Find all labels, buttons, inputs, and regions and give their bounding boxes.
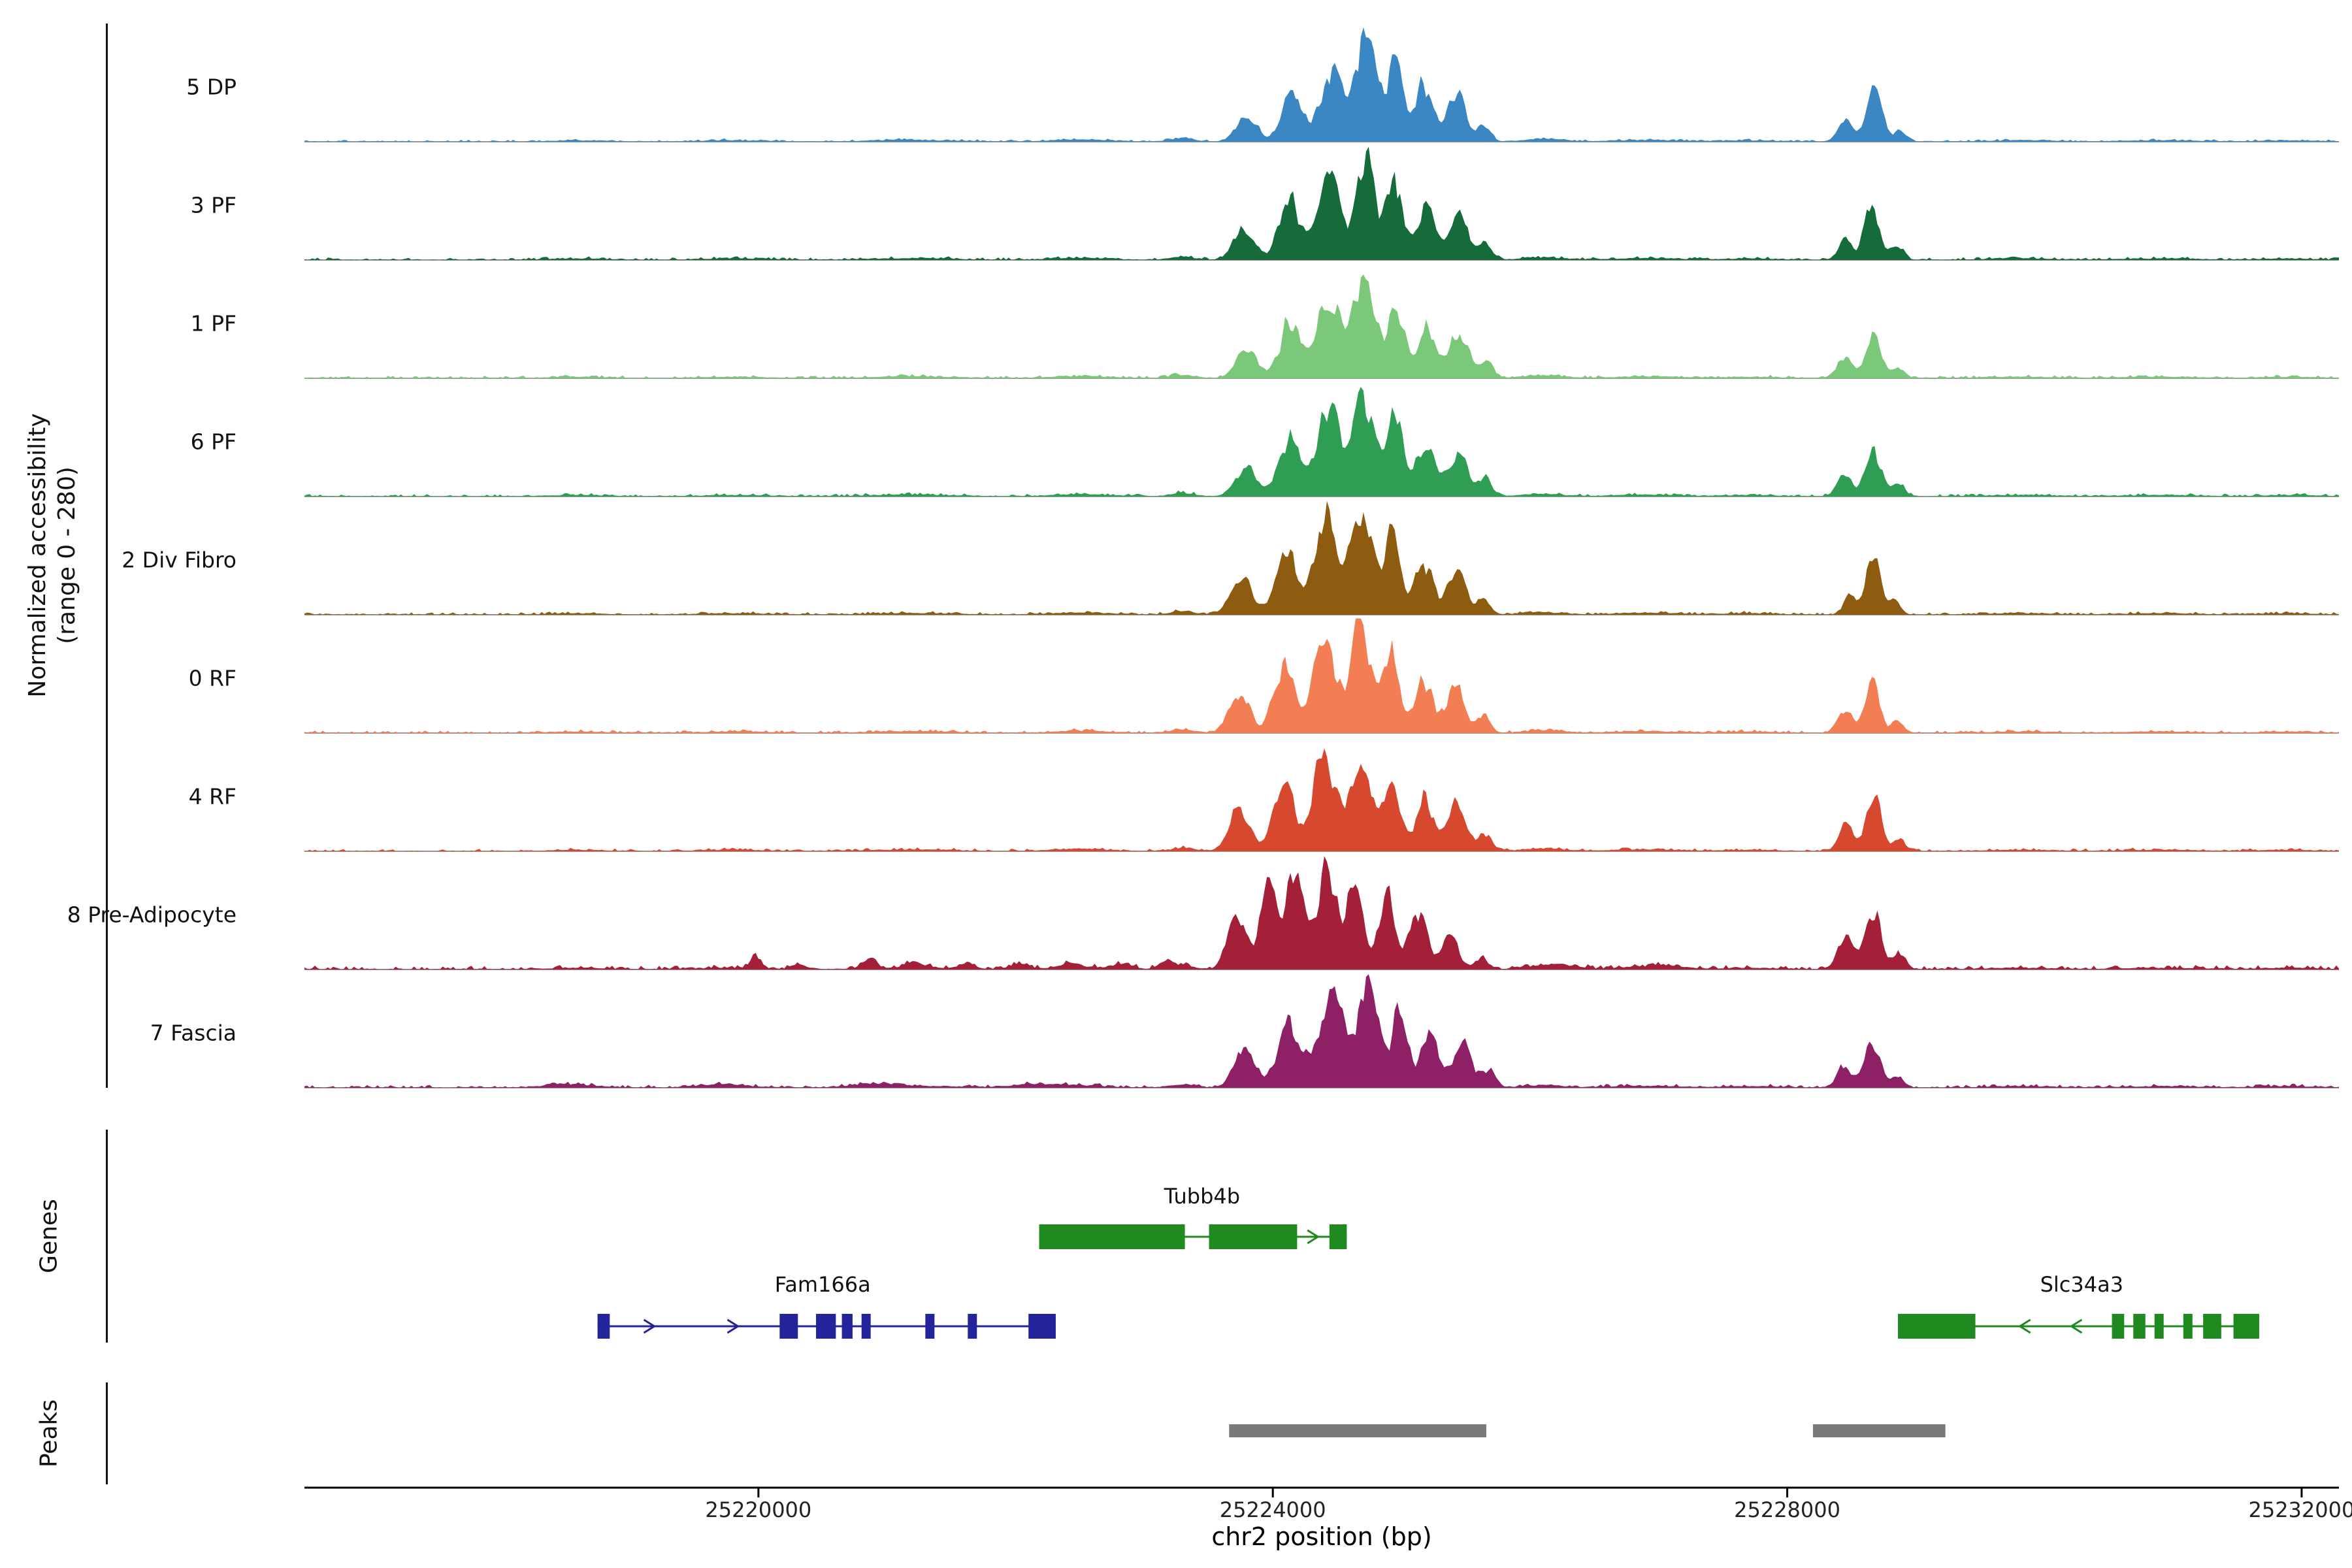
gene-exon	[1028, 1314, 1056, 1339]
gene-exon	[2183, 1314, 2193, 1339]
coverage-area-7 Fascia	[304, 974, 2339, 1088]
gene-exon	[2154, 1314, 2164, 1339]
gene-exon	[2233, 1314, 2259, 1339]
genes-axis-line	[106, 1130, 108, 1343]
track-label-0-rf: 0 RF	[188, 665, 237, 691]
peak-bar	[1812, 1424, 1946, 1437]
track-label-3-pf: 3 PF	[190, 192, 237, 218]
coverage-area-0 RF	[304, 618, 2339, 733]
gene-exon	[968, 1314, 977, 1339]
gene-exon	[597, 1314, 610, 1339]
x-tick-label-25220000: 25220000	[705, 1497, 812, 1522]
peaks-section-label: Peaks	[35, 1399, 63, 1468]
track-label-8-pre-adipocyte: 8 Pre-Adipocyte	[67, 902, 237, 928]
x-axis-title: chr2 position (bp)	[1211, 1522, 1432, 1551]
gene-label-tubb4b: Tubb4b	[1164, 1184, 1241, 1209]
x-axis	[304, 1486, 2339, 1497]
y-axis-label-line1: Normalized accessibility	[24, 413, 51, 698]
gene-exon	[2203, 1314, 2221, 1339]
coverage-track-2 Div Fibro	[304, 500, 2339, 615]
gene-exon	[861, 1314, 871, 1339]
tracks-axis-line	[106, 24, 108, 1088]
track-label-6-pf: 6 PF	[190, 429, 237, 455]
peaks-axis-line	[106, 1382, 108, 1484]
gene-strand-arrow	[2069, 1318, 2083, 1334]
track-label-5-dp: 5 DP	[186, 74, 237, 100]
coverage-track-5 DP	[304, 27, 2339, 142]
track-label-1-pf: 1 PF	[190, 310, 237, 336]
x-tick-label-25232000: 25232000	[2248, 1497, 2352, 1522]
gene-strand-arrow	[2017, 1318, 2031, 1334]
x-tick-label-25224000: 25224000	[1219, 1497, 1326, 1522]
gene-label-slc34a3: Slc34a3	[2040, 1272, 2124, 1297]
gene-exon	[1898, 1314, 1976, 1339]
gene-exon	[2112, 1314, 2125, 1339]
coverage-track-6 PF	[304, 387, 2339, 497]
coverage-track-8 Pre-Adipocyte	[304, 856, 2339, 970]
gene-exon	[2133, 1314, 2146, 1339]
coverage-area-1 PF	[304, 274, 2339, 378]
gene-model-Fam166a	[597, 1314, 1056, 1339]
coverage-area-8 Pre-Adipocyte	[304, 856, 2339, 970]
coverage-track-7 Fascia	[304, 974, 2339, 1088]
gene-model-Tubb4b	[1039, 1224, 1347, 1249]
track-label-2-div-fibro: 2 Div Fibro	[122, 547, 237, 573]
gene-exon	[1039, 1224, 1185, 1249]
gene-label-fam166a: Fam166a	[774, 1272, 871, 1297]
coverage-area-2 Div Fibro	[304, 500, 2339, 615]
coverage-area-4 RF	[304, 748, 2339, 851]
gene-strand-arrow	[727, 1318, 740, 1334]
coverage-track-0 RF	[304, 618, 2339, 734]
gene-exon	[816, 1314, 836, 1339]
gene-model-Slc34a3	[1898, 1314, 2259, 1339]
gene-exon	[1329, 1224, 1347, 1249]
track-label-4-rf: 4 RF	[188, 783, 237, 809]
genes-section-label: Genes	[35, 1199, 63, 1273]
coverage-area-6 PF	[304, 387, 2339, 497]
gene-exon	[779, 1314, 798, 1339]
coverage-area-5 DP	[304, 27, 2339, 142]
x-tick-label-25228000: 25228000	[1734, 1497, 1840, 1522]
track-label-7-fascia: 7 Fascia	[150, 1020, 237, 1046]
gene-strand-arrow	[1307, 1229, 1320, 1245]
gene-exon	[1209, 1224, 1298, 1249]
gene-exon	[925, 1314, 935, 1339]
coverage-track-3 PF	[304, 146, 2339, 261]
y-axis-label-line2: (range 0 - 280)	[54, 466, 80, 644]
coverage-track-1 PF	[304, 274, 2339, 379]
coverage-track-4 RF	[304, 748, 2339, 852]
gene-strand-arrow	[643, 1318, 657, 1334]
peak-bar	[1229, 1424, 1486, 1437]
gene-exon	[841, 1314, 853, 1339]
y-axis-label: Normalized accessibility (range 0 - 280)	[23, 413, 82, 697]
coverage-area-3 PF	[304, 146, 2339, 260]
